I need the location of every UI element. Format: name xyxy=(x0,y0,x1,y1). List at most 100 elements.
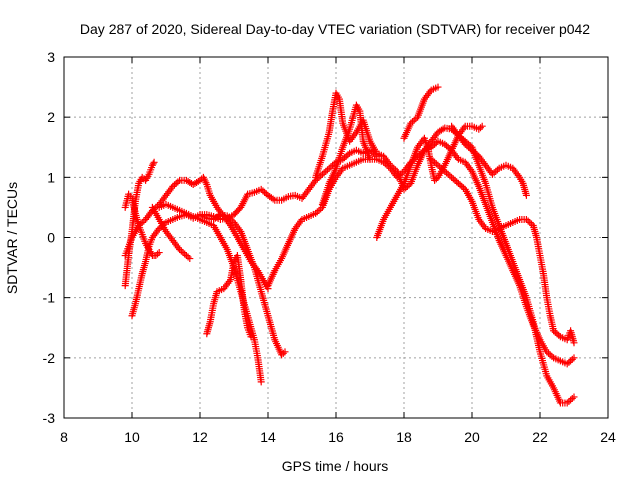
data-point xyxy=(524,217,532,225)
data-point xyxy=(555,331,563,339)
data-point xyxy=(405,181,413,189)
x-tick-label: 20 xyxy=(464,429,480,445)
data-point xyxy=(456,133,464,141)
data-point xyxy=(318,170,326,178)
data-point xyxy=(407,119,415,127)
data-point xyxy=(477,124,484,132)
data-point xyxy=(152,252,160,260)
data-point xyxy=(466,142,474,150)
data-point xyxy=(434,161,442,169)
data-point xyxy=(429,157,437,165)
data-point xyxy=(456,181,464,189)
data-point xyxy=(150,158,158,166)
data-point xyxy=(492,167,500,175)
data-point xyxy=(443,142,450,150)
data-point xyxy=(570,354,578,362)
data-point xyxy=(522,191,530,199)
data-point xyxy=(329,161,337,169)
data-point xyxy=(148,161,156,169)
data-point xyxy=(522,215,530,223)
data-point xyxy=(279,349,287,357)
data-point xyxy=(528,220,535,228)
data-point xyxy=(392,166,399,174)
data-point xyxy=(386,161,394,169)
data-point xyxy=(448,173,456,181)
data-point xyxy=(465,140,473,148)
data-point xyxy=(259,187,267,195)
data-point xyxy=(461,137,469,145)
data-point xyxy=(565,397,573,405)
axis-ticks xyxy=(63,56,609,419)
data-point xyxy=(388,163,396,171)
data-point xyxy=(567,357,575,365)
series-arc-9 xyxy=(264,137,578,368)
data-point xyxy=(439,166,447,174)
data-point xyxy=(155,249,163,257)
data-points xyxy=(121,83,578,407)
data-point xyxy=(494,166,501,174)
data-point xyxy=(437,164,445,172)
data-point xyxy=(526,218,534,226)
data-point xyxy=(172,179,180,187)
series-arc-3 xyxy=(121,173,272,293)
data-point xyxy=(320,169,328,177)
data-point xyxy=(313,208,321,216)
series-arc-8 xyxy=(196,146,381,223)
x-tick-label: 12 xyxy=(192,429,208,445)
data-point xyxy=(269,195,277,203)
data-point xyxy=(171,181,178,189)
data-point xyxy=(439,125,447,133)
data-point xyxy=(140,217,148,225)
y-tick-label: 3 xyxy=(47,49,55,65)
data-point xyxy=(366,155,374,163)
data-point xyxy=(186,255,194,263)
x-tick-label: 24 xyxy=(600,429,616,445)
data-point xyxy=(488,170,496,178)
x-tick-label: 10 xyxy=(124,429,140,445)
data-point xyxy=(570,393,578,401)
data-point xyxy=(436,163,444,171)
y-tick-label: -3 xyxy=(43,410,56,426)
y-axis-title: SDTVAR / TECUs xyxy=(4,182,20,294)
data-point xyxy=(317,172,325,180)
data-point xyxy=(247,333,255,341)
data-point xyxy=(317,205,325,213)
data-point xyxy=(182,252,190,260)
data-point xyxy=(342,152,350,160)
chart-title: Day 287 of 2020, Sidereal Day-to-day VTE… xyxy=(80,21,590,37)
data-point xyxy=(176,246,184,254)
data-point xyxy=(460,184,467,192)
data-point xyxy=(135,221,143,229)
data-point xyxy=(181,250,189,258)
data-point xyxy=(463,139,471,147)
x-tick-label: 14 xyxy=(260,429,276,445)
data-point xyxy=(138,173,146,181)
series-arc-7 xyxy=(203,252,255,341)
x-tick-label: 22 xyxy=(532,429,548,445)
y-tick-label: 1 xyxy=(47,169,55,185)
x-axis-title: GPS time / hours xyxy=(282,458,389,474)
data-point xyxy=(149,160,157,168)
data-point xyxy=(312,209,320,217)
data-point xyxy=(184,253,192,261)
data-point xyxy=(565,358,573,366)
data-point xyxy=(432,175,440,183)
data-point xyxy=(278,351,286,359)
data-point xyxy=(543,348,551,356)
data-point xyxy=(431,176,439,184)
data-point xyxy=(563,360,571,368)
series-arc-5 xyxy=(148,203,194,263)
data-point xyxy=(138,218,146,226)
data-point xyxy=(196,176,204,184)
data-point xyxy=(490,169,498,177)
data-point xyxy=(315,206,323,214)
y-tick-label: 0 xyxy=(47,230,55,246)
data-point xyxy=(568,355,576,363)
data-point xyxy=(390,164,398,172)
data-point xyxy=(155,224,163,232)
data-point xyxy=(344,151,352,159)
data-point xyxy=(446,172,454,180)
data-point xyxy=(322,167,330,175)
data-point xyxy=(443,169,450,177)
data-point xyxy=(137,220,144,228)
